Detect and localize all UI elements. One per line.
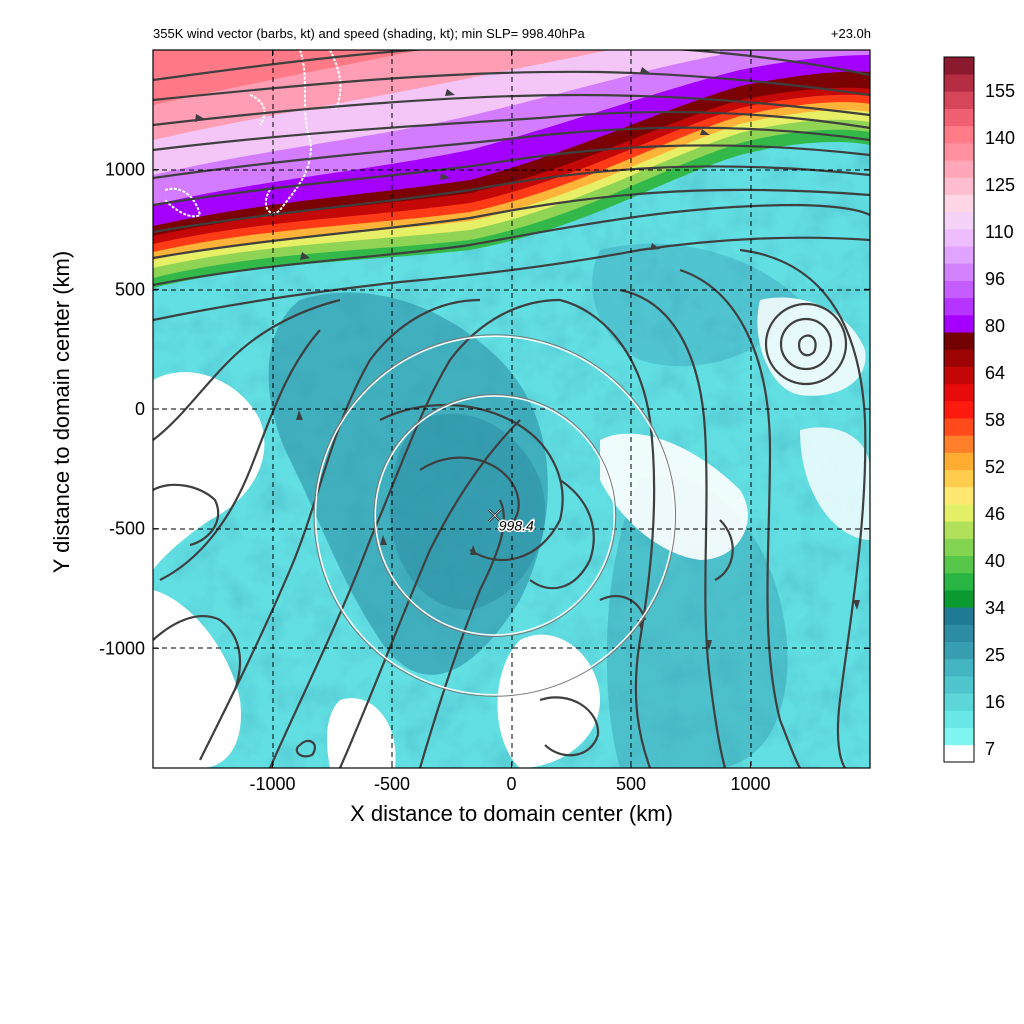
colorbar-swatch bbox=[944, 211, 974, 230]
colorbar-tick-label: 64 bbox=[985, 363, 1005, 383]
colorbar-swatch bbox=[944, 228, 974, 247]
colorbar-tick-label: 140 bbox=[985, 128, 1015, 148]
storm-center-marker: 998.4 bbox=[488, 508, 536, 535]
colorbar-swatch bbox=[944, 538, 974, 557]
colorbar-swatch bbox=[944, 744, 974, 763]
colorbar-swatch bbox=[944, 469, 974, 488]
colorbar-swatch bbox=[944, 641, 974, 660]
colorbar-swatch bbox=[944, 194, 974, 213]
colorbar-swatch bbox=[944, 314, 974, 333]
colorbar-tick-label: 16 bbox=[985, 692, 1005, 712]
x-tick-label: -500 bbox=[374, 774, 410, 794]
x-axis-label: X distance to domain center (km) bbox=[350, 801, 673, 826]
colorbar: 7 16 25 34 40 46 52 58 64 80 96 110 125 140 155 bbox=[943, 56, 1015, 763]
colorbar-tick-label: 80 bbox=[985, 316, 1005, 336]
colorbar-swatch bbox=[944, 91, 974, 109]
colorbar-tick-label: 34 bbox=[985, 598, 1005, 618]
colorbar-swatch bbox=[944, 74, 974, 92]
colorbar-swatch bbox=[944, 555, 974, 574]
colorbar-tick-label: 125 bbox=[985, 175, 1015, 195]
colorbar-swatch bbox=[944, 727, 974, 746]
colorbar-swatch bbox=[944, 160, 974, 178]
colorbar-swatch bbox=[944, 297, 974, 316]
colorbar-swatch bbox=[944, 521, 974, 539]
colorbar-swatch bbox=[944, 400, 974, 419]
colorbar-swatch bbox=[944, 246, 974, 264]
colorbar-swatch bbox=[944, 366, 974, 385]
colorbar-swatch bbox=[944, 658, 974, 677]
y-axis-label: Y distance to domain center (km) bbox=[49, 250, 74, 574]
colorbar-swatch bbox=[944, 435, 974, 453]
colorbar-swatch bbox=[944, 57, 974, 75]
colorbar-swatch bbox=[944, 607, 974, 625]
x-tick-label: 1000 bbox=[730, 774, 770, 794]
range-ring-edge bbox=[373, 394, 617, 638]
colorbar-swatch bbox=[944, 418, 974, 436]
colorbar-tick-label: 25 bbox=[985, 645, 1005, 665]
colorbar-swatch bbox=[944, 263, 974, 281]
y-tick-label: 1000 bbox=[105, 160, 145, 180]
speed-shading bbox=[153, 50, 870, 768]
min-slp-label: 998.4 bbox=[499, 518, 534, 534]
streamlines bbox=[153, 50, 870, 768]
colorbar-swatch bbox=[944, 676, 974, 694]
range-ring-edge bbox=[313, 334, 677, 697]
colorbar-swatch bbox=[944, 280, 974, 299]
colorbar-swatch bbox=[944, 486, 974, 505]
colorbar-tick-label: 155 bbox=[985, 81, 1015, 101]
colorbar-swatch bbox=[944, 125, 974, 144]
y-tick-label: -1000 bbox=[99, 638, 145, 658]
colorbar-tick-label: 110 bbox=[985, 222, 1014, 242]
colorbar-swatch bbox=[944, 710, 974, 729]
colorbar-swatch bbox=[944, 590, 974, 608]
x-tick-label: -1000 bbox=[249, 774, 295, 794]
colorbar-tick-label: 46 bbox=[985, 504, 1005, 524]
colorbar-swatch bbox=[944, 504, 974, 522]
colorbar-swatch bbox=[944, 177, 974, 195]
axis-ticks: -1000 -500 0 500 1000 1000 500 0 -500 -1000 bbox=[99, 50, 870, 794]
x-tick-label: 0 bbox=[506, 774, 516, 794]
colorbar-swatch bbox=[944, 693, 974, 711]
colorbar-swatch bbox=[944, 349, 974, 367]
colorbar-swatch bbox=[944, 142, 974, 161]
colorbar-tick-label: 58 bbox=[985, 410, 1005, 430]
range-ring bbox=[374, 395, 616, 636]
colorbar-tick-label: 96 bbox=[985, 269, 1005, 289]
colorbar-tick-label: 7 bbox=[985, 739, 995, 759]
range-rings bbox=[314, 335, 675, 696]
forecast-time-label: +23.0h bbox=[830, 26, 871, 41]
x-tick-label: 500 bbox=[616, 774, 646, 794]
colorbar-swatch bbox=[944, 383, 974, 402]
gridlines bbox=[153, 50, 870, 768]
range-ring bbox=[314, 335, 675, 696]
streamline-arrows bbox=[195, 67, 860, 650]
colorbar-swatch bbox=[944, 332, 974, 350]
colorbar-swatch bbox=[944, 572, 974, 591]
y-tick-label: 0 bbox=[135, 399, 145, 419]
colorbar-swatch bbox=[944, 624, 974, 643]
chart-title: 355K wind vector (barbs, kt) and speed (… bbox=[153, 26, 585, 41]
y-tick-label: -500 bbox=[109, 519, 145, 539]
colorbar-frame bbox=[943, 56, 975, 763]
colorbar-tick-label: 40 bbox=[985, 551, 1005, 571]
y-tick-label: 500 bbox=[115, 279, 145, 299]
colorbar-swatch bbox=[944, 108, 974, 127]
colorbar-swatch bbox=[944, 452, 974, 471]
range-rings-outline bbox=[313, 334, 677, 697]
colorbar-tick-label: 52 bbox=[985, 457, 1005, 477]
